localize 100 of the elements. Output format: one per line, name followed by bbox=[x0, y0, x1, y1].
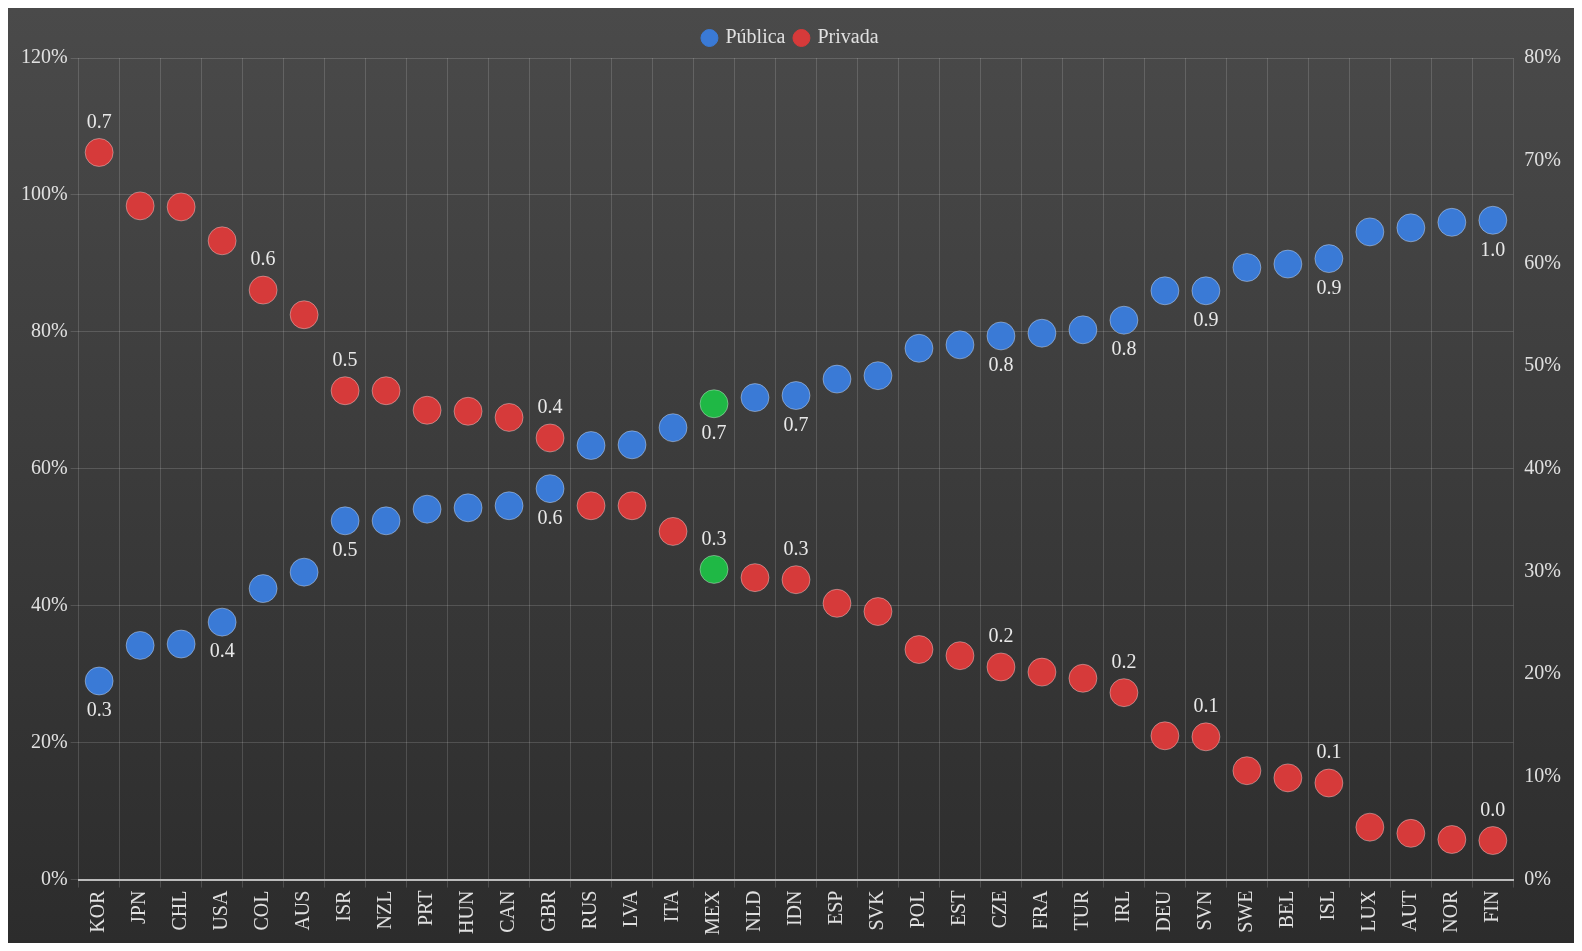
y-tick-label: 20% bbox=[30, 729, 68, 752]
x-tick-label: HUN bbox=[455, 890, 478, 934]
point bbox=[699, 554, 729, 584]
x-tick-label: AUT bbox=[1398, 890, 1421, 932]
x-tick-label: ITA bbox=[660, 890, 683, 923]
point bbox=[412, 494, 442, 524]
point bbox=[863, 361, 893, 391]
point bbox=[986, 321, 1016, 351]
point bbox=[453, 493, 483, 523]
x-tick-label: ISL bbox=[1316, 890, 1339, 921]
annotation: 0.4 bbox=[209, 639, 235, 662]
point bbox=[699, 389, 729, 419]
y-tick-label: 60% bbox=[30, 456, 68, 479]
x-tick-label: EST bbox=[947, 890, 970, 927]
point bbox=[330, 376, 360, 406]
annotation: 0.6 bbox=[537, 505, 563, 528]
point bbox=[576, 431, 606, 460]
point bbox=[330, 506, 360, 536]
annotation: 0.3 bbox=[783, 536, 809, 559]
point bbox=[248, 574, 278, 604]
x-tick-label: ISR bbox=[332, 889, 355, 922]
point bbox=[904, 635, 934, 665]
point bbox=[1355, 217, 1385, 247]
annotation: 0.9 bbox=[1316, 275, 1342, 298]
annotation: 0.8 bbox=[1111, 337, 1137, 360]
point bbox=[986, 652, 1016, 682]
point bbox=[1232, 756, 1262, 786]
x-tick-label: SVN bbox=[1193, 890, 1216, 931]
point bbox=[289, 300, 319, 330]
point bbox=[617, 430, 647, 460]
x-tick-label: IDN bbox=[783, 890, 806, 927]
y2-tick-label: 20% bbox=[1524, 661, 1562, 684]
annotation: 0.5 bbox=[332, 347, 358, 370]
point bbox=[166, 629, 196, 659]
point bbox=[781, 381, 811, 411]
annotation: 0.2 bbox=[1111, 649, 1137, 672]
annotation: 0.0 bbox=[1480, 797, 1506, 820]
annotation: 0.1 bbox=[1193, 693, 1219, 716]
point bbox=[1478, 826, 1508, 856]
x-tick-label: MEX bbox=[701, 890, 724, 936]
point bbox=[1232, 253, 1262, 282]
point bbox=[248, 275, 278, 305]
point bbox=[1191, 276, 1221, 306]
x-tick-label: BEL bbox=[1275, 890, 1298, 929]
annotation: 0.8 bbox=[988, 353, 1014, 376]
x-tick-label: FIN bbox=[1480, 890, 1503, 923]
point bbox=[1314, 768, 1344, 798]
point bbox=[1027, 657, 1057, 687]
annotation: 0.5 bbox=[332, 538, 358, 561]
point bbox=[1068, 663, 1098, 693]
point bbox=[84, 666, 114, 696]
y2-tick-label: 80% bbox=[1524, 45, 1562, 68]
point bbox=[125, 630, 155, 660]
x-tick-label: FRA bbox=[1029, 890, 1052, 930]
x-tick-label: NLD bbox=[742, 890, 765, 932]
x-tick-label: DEU bbox=[1152, 890, 1175, 932]
point bbox=[207, 607, 237, 637]
point bbox=[494, 402, 524, 432]
point bbox=[740, 383, 770, 413]
point bbox=[84, 137, 114, 167]
point bbox=[740, 563, 770, 593]
point bbox=[1314, 244, 1344, 274]
x-tick-label: LUX bbox=[1357, 890, 1380, 932]
legend-label: Pública bbox=[725, 25, 786, 48]
x-tick-label: PRT bbox=[414, 890, 437, 927]
y2-tick-label: 50% bbox=[1524, 353, 1562, 376]
annotation: 0.4 bbox=[537, 395, 563, 418]
point bbox=[1109, 305, 1139, 335]
x-tick-label: AUS bbox=[291, 890, 314, 931]
annotation: 0.9 bbox=[1193, 308, 1219, 331]
annotation: 0.2 bbox=[988, 623, 1014, 646]
x-tick-label: NOR bbox=[1439, 889, 1462, 933]
y2-tick-label: 30% bbox=[1524, 558, 1562, 581]
y2-tick-label: 0% bbox=[1524, 866, 1552, 889]
x-tick-label: SWE bbox=[1234, 890, 1257, 933]
point bbox=[1437, 207, 1467, 237]
x-tick-label: IRL bbox=[1111, 890, 1134, 923]
y-tick-label: 0% bbox=[40, 866, 68, 889]
point bbox=[781, 565, 811, 595]
legend-label: Privada bbox=[817, 25, 879, 48]
y2-tick-label: 40% bbox=[1524, 456, 1562, 479]
annotation: 0.1 bbox=[1316, 740, 1342, 763]
point bbox=[1068, 315, 1098, 345]
point bbox=[1150, 721, 1180, 751]
x-tick-label: COL bbox=[250, 890, 273, 931]
x-tick-label: NZL bbox=[373, 890, 396, 930]
point bbox=[166, 192, 196, 222]
point bbox=[535, 423, 565, 453]
point bbox=[1109, 678, 1139, 708]
y2-tick-label: 10% bbox=[1524, 764, 1562, 787]
point bbox=[453, 396, 483, 426]
x-tick-label: SVK bbox=[865, 890, 888, 931]
x-tick-label: LVA bbox=[619, 890, 642, 928]
point bbox=[945, 330, 975, 360]
x-tick-label: RUS bbox=[578, 890, 601, 930]
point bbox=[822, 588, 852, 618]
x-tick-label: KOR bbox=[86, 889, 109, 933]
y2-tick-label: 70% bbox=[1524, 147, 1562, 170]
x-tick-label: CHL bbox=[168, 890, 191, 931]
point bbox=[1396, 818, 1426, 848]
